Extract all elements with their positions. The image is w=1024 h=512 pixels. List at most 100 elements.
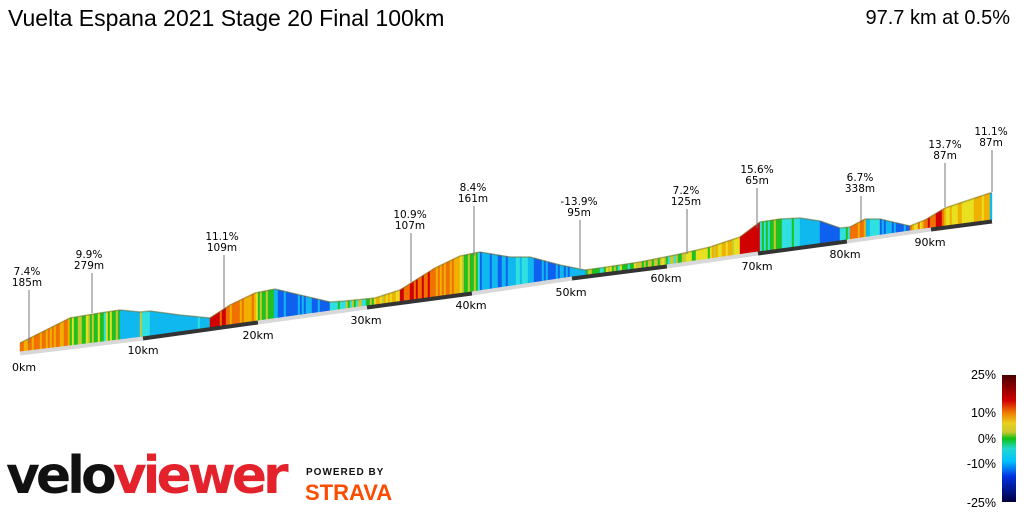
profile-strip <box>945 206 949 227</box>
profile-strip <box>801 218 805 247</box>
profile-strip <box>393 291 397 303</box>
profile-strip <box>85 314 89 345</box>
profile-strip <box>29 336 33 352</box>
profile-strip <box>343 300 347 310</box>
profile-strip <box>789 218 793 248</box>
profile-strip <box>137 311 141 338</box>
profile-strip <box>285 291 289 318</box>
profile-strip <box>481 252 485 291</box>
profile-strip <box>243 297 247 324</box>
profile-strip <box>843 227 847 241</box>
profile-strip <box>135 311 139 339</box>
annotation-gradient: 8.4% <box>460 182 487 194</box>
profile-strip <box>989 192 993 221</box>
profile-strip <box>537 258 541 283</box>
profile-strip <box>813 219 817 245</box>
profile-strip <box>647 259 651 268</box>
profile-strip <box>979 195 983 222</box>
profile-strip <box>397 289 401 303</box>
profile-strip <box>125 310 129 340</box>
profile-strip <box>165 312 169 335</box>
profile-strip <box>409 282 413 301</box>
profile-strip <box>415 278 419 300</box>
profile-strip <box>773 219 777 251</box>
distance-band <box>366 291 473 310</box>
profile-strip <box>981 194 985 222</box>
profile-strip <box>325 300 329 312</box>
profile-strip <box>891 221 895 234</box>
profile-strip <box>707 246 711 260</box>
profile-strip <box>197 316 201 330</box>
profile-strip <box>727 240 731 257</box>
profile-strip <box>247 295 251 323</box>
profile-strip <box>277 289 281 319</box>
profile-strip <box>139 311 143 338</box>
profile-strip <box>483 252 487 291</box>
profile-strip <box>369 298 373 306</box>
profile-strip <box>751 226 755 254</box>
profile-strip <box>769 219 773 251</box>
profile-strip <box>669 255 673 265</box>
profile-strip <box>549 262 553 281</box>
gradient-color-scale <box>1002 375 1016 502</box>
profile-strip <box>357 299 361 308</box>
profile-strip <box>845 226 849 241</box>
profile-strip <box>257 291 261 322</box>
annotation-gradient: -13.9% <box>560 196 597 208</box>
profile-strip <box>267 289 271 320</box>
profile-strip <box>791 218 795 248</box>
profile-strip <box>227 304 231 326</box>
profile-strip <box>153 311 157 336</box>
profile-strip <box>371 297 375 306</box>
profile-strip <box>447 260 451 296</box>
annotation-length: 338m <box>845 183 875 195</box>
profile-strip <box>433 267 437 298</box>
route-summary: 97.7 km at 0.5% <box>865 7 1010 29</box>
profile-strip <box>553 263 557 280</box>
profile-strip <box>675 254 679 264</box>
profile-strip <box>933 213 937 228</box>
profile-strip <box>829 224 833 243</box>
profile-strip <box>511 256 515 287</box>
profile-strip <box>815 220 819 245</box>
annotation-length: 87m <box>979 137 1003 149</box>
km-label: 40km <box>455 299 486 312</box>
km-tick-labels: 0km 10km 20km 30km 40km 50km 60km 70km 8… <box>12 236 946 374</box>
profile-strip <box>347 300 351 309</box>
profile-strip <box>121 309 125 340</box>
profile-strip <box>671 254 675 265</box>
profile-strip <box>731 238 735 256</box>
profile-strip <box>341 300 345 310</box>
profile-strip <box>45 328 49 350</box>
profile-strip <box>345 300 349 310</box>
profile-strip <box>203 317 207 329</box>
profile-strip <box>73 316 77 346</box>
profile-strip <box>889 221 893 235</box>
profile-strip <box>565 265 569 279</box>
profile-strip <box>557 264 561 280</box>
profile-strip <box>573 267 577 277</box>
profile-strip <box>515 256 519 286</box>
profile-strip <box>81 315 85 345</box>
profile-strip <box>753 224 757 253</box>
profile-strip <box>237 299 241 325</box>
profile-strip <box>159 312 163 335</box>
profile-strip <box>529 256 533 284</box>
profile-strip <box>499 255 503 289</box>
profile-strip <box>937 210 941 228</box>
profile-strip <box>695 249 699 262</box>
profile-strip <box>441 263 445 297</box>
profile-strip <box>859 220 863 239</box>
profile-strip <box>835 226 839 242</box>
profile-strip <box>463 254 467 294</box>
annotation-gradient: 13.7% <box>928 139 961 151</box>
profile-strip <box>405 284 409 302</box>
profile-strip <box>649 259 653 268</box>
profile-strip <box>691 250 695 262</box>
annotation-length: 279m <box>74 260 104 272</box>
profile-strip <box>195 316 199 330</box>
profile-strip <box>503 255 507 288</box>
profile-strip <box>885 220 889 235</box>
profile-strip <box>451 258 455 295</box>
profile-strip <box>193 316 197 331</box>
